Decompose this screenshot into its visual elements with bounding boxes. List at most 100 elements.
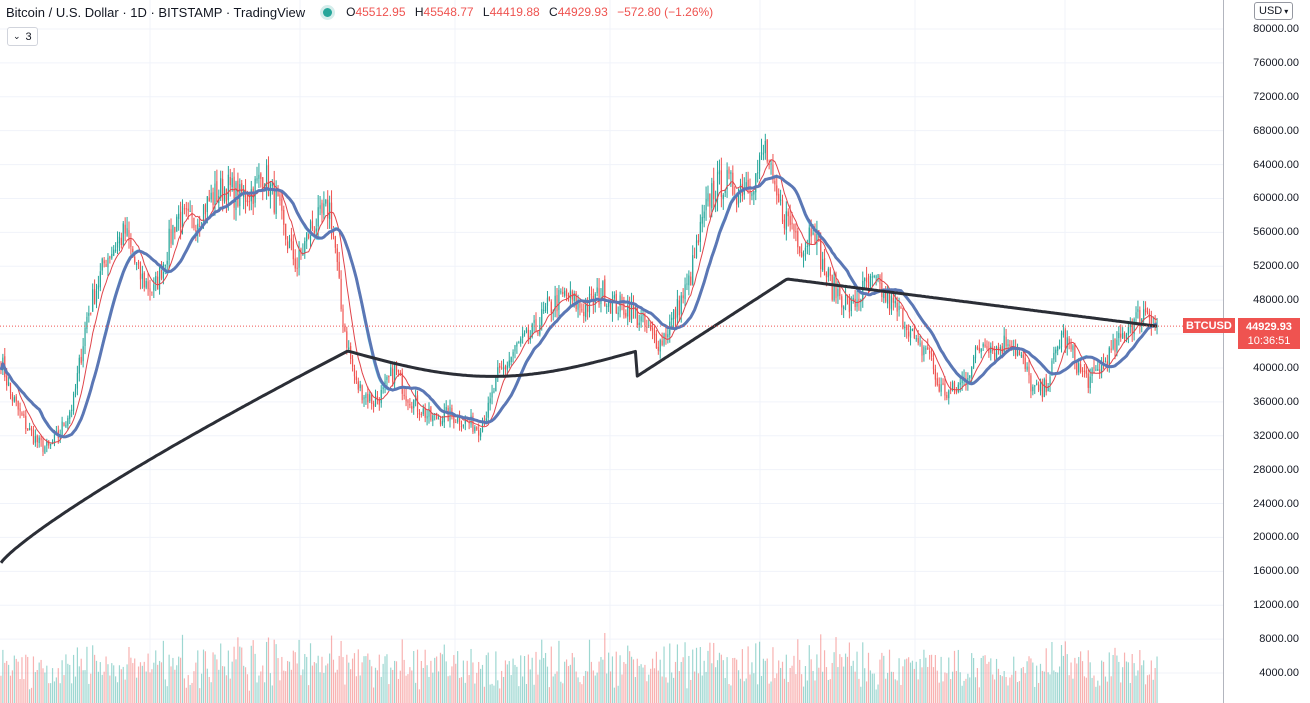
volume-bar <box>384 656 386 703</box>
candle-body <box>72 393 75 411</box>
volume-bar <box>409 667 411 703</box>
volume-bar <box>472 662 474 703</box>
candle-body <box>1127 326 1129 335</box>
candle-body <box>1009 344 1011 347</box>
volume-bar <box>946 673 948 703</box>
volume-bar <box>122 666 124 703</box>
volume-bar <box>976 668 979 703</box>
volume-bar <box>252 640 254 703</box>
volume-bar <box>136 677 138 703</box>
volume-bar <box>51 668 54 703</box>
volume-bar <box>1089 662 1091 703</box>
volume-bar <box>925 657 927 703</box>
volume-bar <box>470 648 472 703</box>
volume-bar <box>1148 674 1150 703</box>
volume-bar <box>44 672 46 703</box>
candle-body <box>651 328 654 331</box>
volume-bar <box>378 654 380 703</box>
price-axis[interactable]: 80000.00 76000.00 72000.00 68000.00 64000.00… <box>1223 0 1310 703</box>
candle-body <box>915 338 917 340</box>
price-tick-label: 48000.00 <box>1253 294 1299 307</box>
candle-body <box>854 298 856 307</box>
volume-bar <box>90 673 92 703</box>
indicators-collapse-button[interactable]: ⌄ 3 <box>7 27 38 46</box>
volume-bar <box>692 649 694 703</box>
candle-body <box>816 228 818 245</box>
volume-bar <box>625 663 627 703</box>
volume-bar <box>95 660 98 703</box>
volume-bar <box>923 649 925 703</box>
volume-bar <box>57 668 59 703</box>
volume-bar <box>447 676 449 703</box>
volume-bar <box>357 649 359 703</box>
volume-bar <box>218 669 220 703</box>
candle-body <box>950 389 952 391</box>
candle-body <box>936 378 938 385</box>
volume-bar <box>539 659 541 703</box>
volume-bar <box>592 670 594 703</box>
candle-body <box>867 281 870 287</box>
candle-body <box>466 419 468 422</box>
candle-body <box>296 267 298 269</box>
volume-bar <box>546 666 549 703</box>
symbol-title[interactable]: Bitcoin / U.S. Dollar · 1D · BITSTAMP · … <box>6 4 306 20</box>
volume-bar <box>988 661 990 703</box>
candle-body <box>86 316 88 330</box>
candle-body <box>118 236 121 244</box>
candle-body <box>334 236 336 248</box>
volume-bar <box>502 676 505 703</box>
candle-body <box>711 183 713 209</box>
candle-body <box>392 368 394 382</box>
candle-body <box>1156 326 1158 328</box>
volume-bar <box>501 670 503 703</box>
candle-body <box>682 295 684 299</box>
volume-bar <box>703 660 705 703</box>
candle-body <box>29 428 31 430</box>
volume-bar <box>518 686 520 703</box>
volume-bar <box>97 671 100 703</box>
volume-bar <box>445 661 447 703</box>
candle-body <box>107 257 109 268</box>
volume-bar <box>432 672 434 703</box>
candle-body <box>940 384 942 392</box>
candle-body <box>71 409 73 411</box>
volume-bar <box>397 678 400 703</box>
volume-bar <box>818 667 820 703</box>
volume-bar <box>67 663 69 703</box>
volume-bar <box>911 660 914 703</box>
volume-bar <box>53 681 56 703</box>
volume-bar <box>1133 663 1135 703</box>
candle-body <box>105 264 107 267</box>
volume-bar <box>716 660 719 703</box>
price-tick-label: 32000.00 <box>1253 429 1299 442</box>
candle-body <box>1032 386 1034 392</box>
candle-body <box>1060 333 1063 348</box>
candle-body <box>1022 354 1024 358</box>
candle-body <box>879 275 881 285</box>
volume-bar <box>69 664 71 703</box>
volume-bar <box>235 659 237 703</box>
candle-body <box>420 413 422 416</box>
volume-bar <box>359 675 361 703</box>
candle-body <box>665 333 667 338</box>
currency-button[interactable]: USD ▾ <box>1254 2 1294 20</box>
volume-bar <box>523 656 526 703</box>
candle-body <box>997 347 1000 350</box>
volume-bar <box>329 653 331 703</box>
candle-body <box>220 178 222 198</box>
candle-body <box>13 397 15 402</box>
volume-bar <box>1123 652 1126 703</box>
candle-body <box>1051 360 1053 376</box>
candle-body <box>30 428 33 431</box>
volume-bar <box>1112 655 1114 703</box>
moving-average-ma-mid <box>0 174 1158 439</box>
volume-bar <box>1039 663 1042 703</box>
volume-bar <box>642 667 644 703</box>
candle-body <box>969 375 971 379</box>
candle-body <box>992 347 994 352</box>
candle-body <box>730 172 732 175</box>
volume-bar <box>325 665 327 703</box>
volume-bar <box>350 669 352 703</box>
candle-body <box>1057 346 1059 351</box>
